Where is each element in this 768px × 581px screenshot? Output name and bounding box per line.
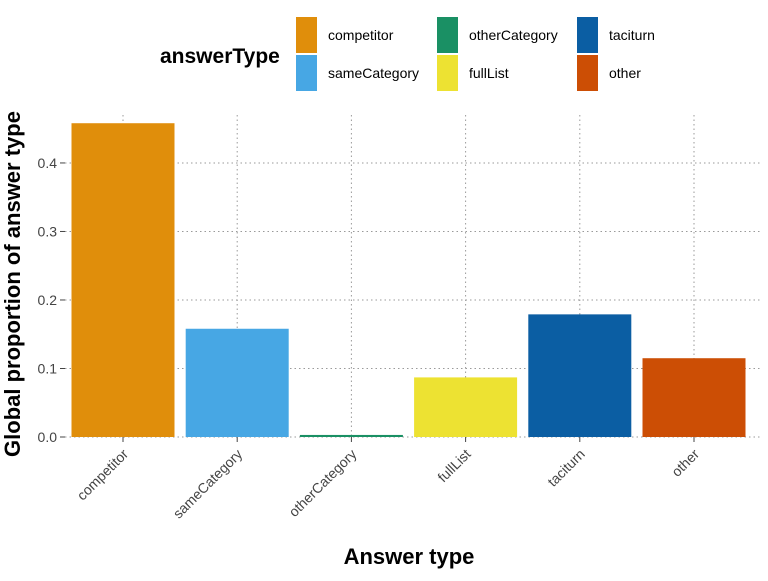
y-tick-label: 0.0	[38, 429, 58, 445]
bar-otherCategory	[299, 434, 403, 437]
legend-label: sameCategory	[328, 65, 419, 81]
legend-key	[577, 55, 598, 91]
legend-title: answerType	[160, 45, 280, 68]
y-axis-title: Global proportion of answer type	[0, 111, 25, 457]
legend-label: competitor	[328, 27, 394, 43]
legend-key	[296, 17, 317, 53]
y-tick-label: 0.1	[38, 360, 58, 376]
x-tick-label: sameCategory	[170, 446, 246, 522]
legend-items: competitor otherCategory taciturn sameCateg…	[296, 17, 655, 91]
legend-key	[296, 55, 317, 91]
bar-competitor	[71, 123, 175, 437]
x-tick-label: fullList	[434, 446, 473, 485]
y-tick-label: 0.2	[38, 292, 58, 308]
legend-key	[577, 17, 598, 53]
bar-fullList	[414, 377, 518, 437]
legend-label: fullList	[469, 65, 509, 81]
y-axis: 0.0 0.1 0.2 0.3 0.4	[38, 155, 65, 445]
bars-layer	[71, 123, 746, 437]
legend-label: other	[609, 65, 641, 81]
x-tick-label: taciturn	[544, 446, 588, 490]
legend-key	[437, 17, 458, 53]
bar-taciturn	[528, 314, 632, 437]
bar-sameCategory	[185, 328, 289, 437]
x-tick-label: competitor	[74, 446, 132, 504]
bar-other	[642, 358, 746, 437]
x-tick-label: other	[668, 446, 702, 480]
legend-key	[437, 55, 458, 91]
legend: answerType competitor otherCategory tacitu…	[160, 17, 655, 91]
y-tick-label: 0.3	[38, 223, 58, 239]
y-tick-label: 0.4	[38, 155, 58, 171]
x-axis: competitor sameCategory otherCategory fullL…	[74, 437, 702, 522]
x-axis-title: Answer type	[344, 544, 475, 569]
x-tick-label: otherCategory	[285, 446, 359, 520]
legend-label: taciturn	[609, 27, 655, 43]
legend-label: otherCategory	[469, 27, 558, 43]
